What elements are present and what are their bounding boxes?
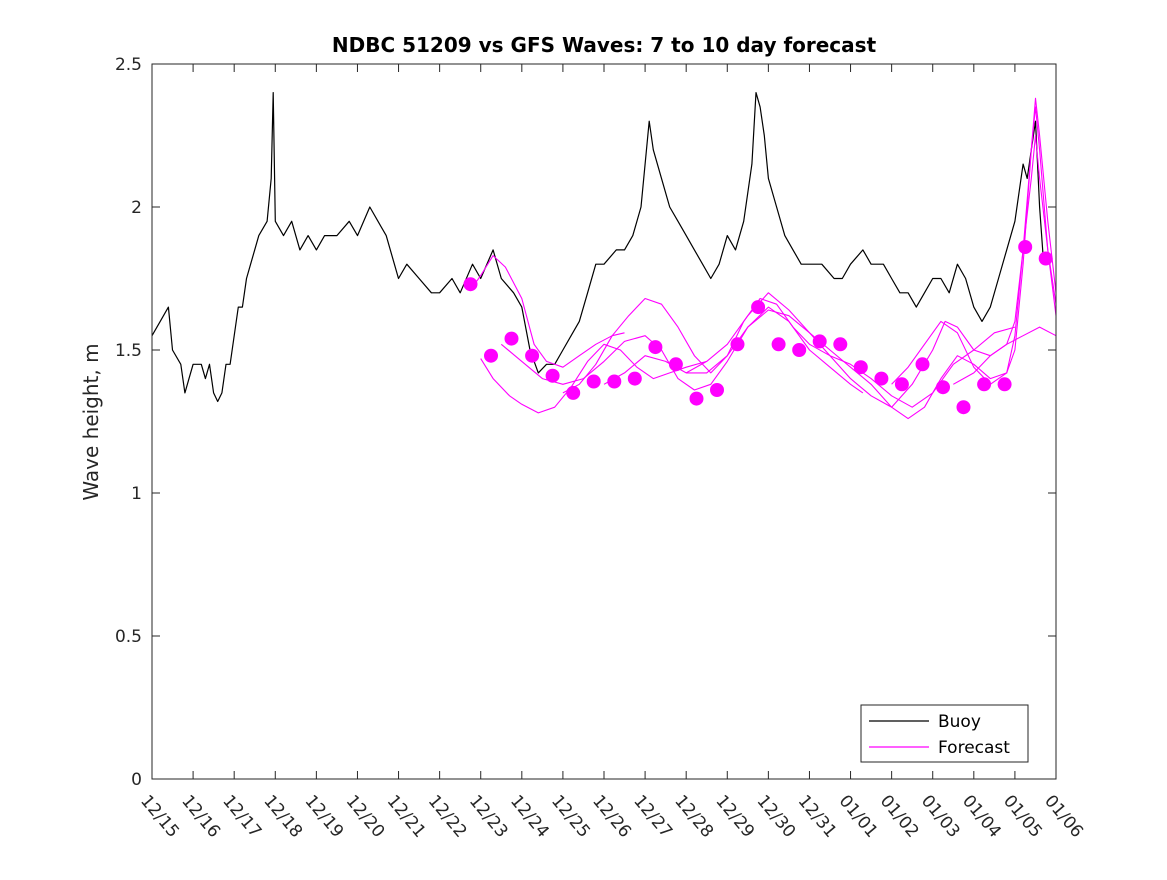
forecast-point-10 — [668, 357, 683, 372]
y-tick-label-0: 0 — [131, 770, 142, 790]
forecast-point-27 — [1018, 240, 1033, 254]
buoy-series-line — [151, 92, 1045, 403]
forecast-point-9 — [648, 340, 663, 355]
forecast-point-24 — [956, 400, 971, 415]
forecast-point-28 — [1038, 251, 1053, 266]
forecast-point-6 — [586, 374, 601, 389]
legend-box — [860, 704, 1029, 763]
forecast-point-16 — [792, 343, 807, 357]
forecast-point-5 — [566, 385, 581, 400]
plot-area — [151, 64, 1057, 779]
forecast-series-line-1 — [472, 255, 625, 368]
y-tick-label-1: 0.5 — [115, 627, 142, 647]
forecast-point-0 — [463, 277, 478, 292]
forecast-point-11 — [689, 391, 704, 406]
forecast-point-26 — [997, 377, 1012, 392]
forecast-point-21 — [894, 377, 909, 392]
forecast-series-line-3 — [500, 306, 864, 394]
legend-label-0: Buoy — [938, 712, 981, 732]
forecast-point-3 — [525, 348, 540, 363]
forecast-point-25 — [977, 377, 992, 392]
forecast-point-17 — [812, 334, 827, 349]
forecast-series-line-2 — [480, 343, 707, 414]
y-tick-label-2: 1 — [131, 484, 142, 504]
forecast-point-1 — [484, 348, 498, 363]
forecast-series-line-7 — [891, 97, 1057, 385]
chart-title: NDBC 51209 vs GFS Waves: 7 to 10 day for… — [332, 33, 877, 57]
forecast-point-19 — [853, 360, 868, 375]
forecast-series-line-8 — [953, 326, 1057, 385]
forecast-point-22 — [915, 357, 930, 372]
plot-background — [152, 64, 1056, 779]
forecast-point-8 — [627, 371, 642, 386]
y-axis-label: Wave height, m — [79, 343, 103, 500]
forecast-series-line-4 — [562, 297, 1016, 408]
forecast-point-15 — [771, 337, 786, 352]
forecast-point-18 — [833, 337, 848, 352]
forecast-point-20 — [874, 371, 889, 386]
forecast-point-7 — [607, 374, 622, 389]
y-tick-label-5: 2.5 — [115, 55, 142, 75]
y-tick-label-4: 2 — [131, 198, 142, 218]
legend: Buoy Forecast — [860, 704, 1029, 763]
forecast-point-4 — [545, 368, 560, 383]
forecast-point-12 — [710, 383, 724, 397]
forecast-point-23 — [936, 380, 950, 395]
legend-label-1: Forecast — [938, 738, 1010, 758]
forecast-series-line-6 — [685, 134, 1057, 408]
forecast-point-14 — [751, 300, 766, 315]
forecast-point-13 — [730, 337, 745, 352]
forecast-point-2 — [504, 331, 519, 346]
y-tick-label-3: 1.5 — [115, 341, 142, 361]
